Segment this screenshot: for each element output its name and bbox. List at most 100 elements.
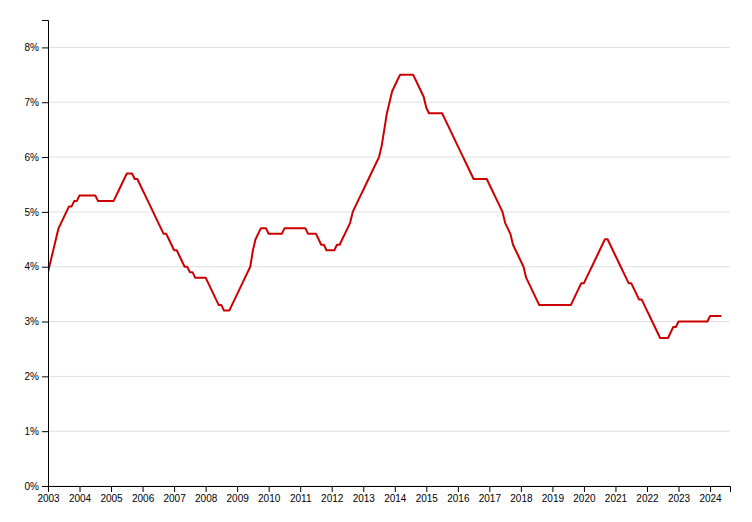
x-tick-label: 2016 [447,493,470,504]
x-tick: 2004 [69,486,92,504]
background [0,0,752,522]
y-tick: 3% [25,316,48,327]
grid-line [48,47,730,48]
x-tick-mark [647,486,648,492]
x-tick: 2024 [699,486,722,504]
chart-container: 2003 2004 2005 2006 2007 2008 2009 2010 2011 2012… [0,0,752,522]
x-axis-line [49,487,731,493]
y-tick-label: 7% [25,97,40,108]
y-tick-mark [42,322,48,323]
grid-line [48,376,730,377]
plot-area [48,75,721,338]
data-line [48,75,721,338]
x-tick-mark [710,486,711,492]
y-tick: 0% [25,481,48,492]
y-tick-label: 0% [25,481,40,492]
y-tick-label: 5% [25,207,40,218]
x-tick-label: 2009 [227,493,250,504]
x-tick-mark [552,486,553,492]
x-tick-mark [174,486,175,492]
x-tick-mark [489,486,490,492]
grid-line [48,266,730,267]
x-tick-mark [426,486,427,492]
y-axis: 0% 1% 2% 3% 4% 5% 6% 7% 8% [25,21,49,492]
x-tick: 2022 [636,486,659,504]
y-tick-label: 1% [25,426,40,437]
x-tick: 2006 [132,486,155,504]
x-tick: 2018 [510,486,533,504]
y-tick-mark [42,267,48,268]
x-tick: 2012 [321,486,344,504]
x-tick-label: 2010 [258,493,281,504]
x-axis: 2003 2004 2005 2006 2007 2008 2009 2010 2011 2012… [37,486,730,504]
x-tick-mark [584,486,585,492]
x-tick: 2021 [605,486,628,504]
x-tick: 2010 [258,486,281,504]
grid-line [48,157,730,158]
x-tick-mark [332,486,333,492]
y-tick-label: 4% [25,261,40,272]
x-tick: 2013 [353,486,376,504]
x-tick-mark [206,486,207,492]
x-tick: 2008 [195,486,218,504]
x-tick: 2017 [479,486,502,504]
x-tick-label: 2021 [605,493,628,504]
y-axis-line [42,21,49,487]
x-tick-label: 2011 [290,493,312,504]
x-tick-label: 2024 [699,493,722,504]
x-tick-label: 2020 [573,493,596,504]
y-tick: 2% [25,371,48,382]
x-tick-label: 2013 [353,493,376,504]
y-tick-mark [42,157,48,158]
grid-line [48,211,730,212]
y-tick-label: 8% [25,42,40,53]
x-tick-label: 2012 [321,493,344,504]
x-tick-label: 2014 [384,493,407,504]
x-tick-mark [300,486,301,492]
grid [48,47,730,486]
x-tick: 2015 [416,486,439,504]
y-tick: 1% [25,426,48,437]
x-tick-label: 2008 [195,493,218,504]
x-tick: 2020 [573,486,596,504]
y-tick-label: 6% [25,152,40,163]
y-tick-mark [42,212,48,213]
x-tick: 2023 [668,486,691,504]
x-tick-label: 2022 [636,493,659,504]
y-tick: 7% [25,97,48,108]
y-tick: 8% [25,42,48,53]
x-tick-mark [679,486,680,492]
y-tick-label: 3% [25,316,40,327]
x-tick: 2003 [37,486,60,504]
x-tick-label: 2006 [132,493,155,504]
x-tick-label: 2003 [37,493,60,504]
x-tick-label: 2015 [416,493,439,504]
y-tick-mark [42,486,48,487]
x-tick-label: 2004 [69,493,92,504]
y-tick-mark [42,431,48,432]
x-tick-mark [111,486,112,492]
x-tick: 2011 [290,486,312,504]
x-tick-mark [615,486,616,492]
y-tick-mark [42,102,48,103]
grid-line [48,321,730,322]
x-tick-label: 2023 [668,493,691,504]
x-tick: 2016 [447,486,470,504]
x-tick-mark [521,486,522,492]
x-tick-mark [269,486,270,492]
x-tick: 2005 [100,486,123,504]
x-tick-label: 2017 [479,493,502,504]
x-tick-label: 2018 [510,493,533,504]
grid-line [48,431,730,432]
x-tick-mark [363,486,364,492]
y-tick-mark [42,47,48,48]
y-tick: 4% [25,261,48,272]
x-tick-mark [237,486,238,492]
y-tick: 5% [25,207,48,218]
x-tick-label: 2005 [100,493,123,504]
y-tick: 6% [25,152,48,163]
x-tick-label: 2007 [163,493,186,504]
x-tick: 2007 [163,486,186,504]
x-tick: 2019 [542,486,565,504]
x-tick-mark [143,486,144,492]
